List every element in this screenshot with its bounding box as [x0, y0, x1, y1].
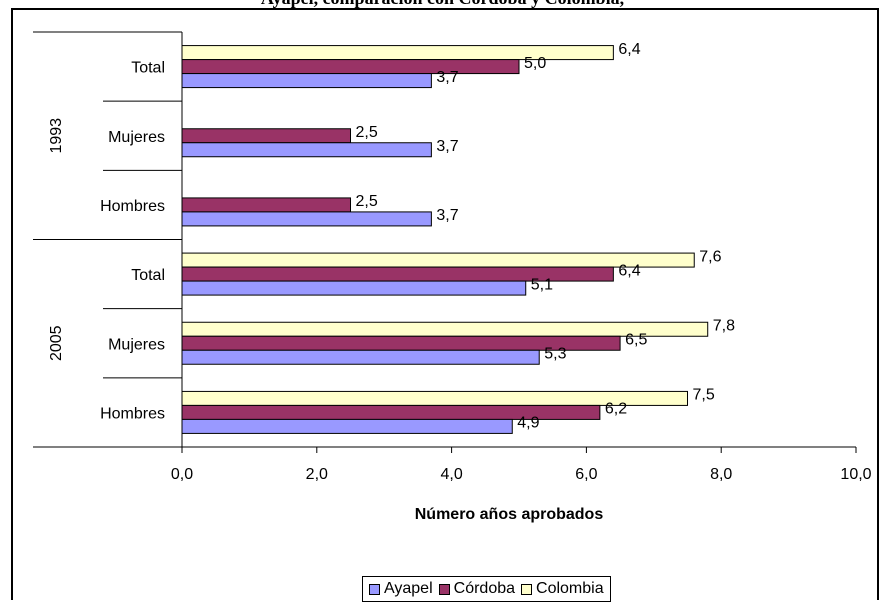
category-label-2005-hombres: Hombres — [100, 405, 165, 422]
data-label-cordoba-2005-mujeres: 6,5 — [625, 331, 647, 348]
data-label-ayapel-2005-hombres: 4,9 — [517, 415, 539, 432]
group-label-1993: 1993 — [48, 118, 65, 154]
legend-item-ayapel: Ayapel — [369, 580, 433, 598]
bar-ayapel-1993-hombres — [181, 211, 432, 227]
legend-label-cordoba: Córdoba — [453, 580, 516, 597]
bar-ayapel-2005-total — [181, 280, 527, 296]
data-label-ayapel-1993-hombres: 3,7 — [436, 207, 458, 224]
bar-ayapel-2005-mujeres — [181, 349, 540, 365]
legend-item-colombia: Colombia — [521, 580, 604, 598]
bar-ayapel-2005-hombres — [181, 418, 513, 434]
data-label-cordoba-1993-hombres: 2,5 — [356, 193, 378, 210]
data-label-ayapel-1993-mujeres: 3,7 — [436, 138, 458, 155]
bar-cordoba-1993-total — [181, 59, 520, 75]
x-axis-title: Número años aprobados — [415, 506, 604, 523]
category-label-1993-hombres: Hombres — [100, 198, 165, 215]
chart-title-text: Ayapel, comparación con Córdoba y Colomb… — [0, 0, 885, 9]
bar-ayapel-1993-mujeres — [181, 142, 432, 158]
bar-colombia-1993-total — [181, 45, 614, 61]
legend-label-ayapel: Ayapel — [384, 580, 433, 597]
data-label-colombia-2005-mujeres: 7,8 — [713, 317, 735, 334]
legend-swatch-cordoba — [438, 583, 450, 595]
bar-cordoba-1993-mujeres — [181, 128, 351, 144]
data-label-cordoba-1993-mujeres: 2,5 — [356, 124, 378, 141]
category-label-1993-total: Total — [131, 60, 165, 77]
legend-swatch-colombia — [521, 583, 533, 595]
data-label-colombia-2005-hombres: 7,5 — [693, 387, 715, 404]
x-tick-label: 8,0 — [710, 466, 732, 483]
bar-chart: 1993 2005 Total Mujeres Hombres Total Mujeres H… — [33, 31, 872, 523]
x-tick-label: 0,0 — [171, 466, 193, 483]
data-label-ayapel-2005-total: 5,1 — [531, 276, 553, 293]
data-label-ayapel-2005-mujeres: 5,3 — [544, 345, 566, 362]
legend-label-colombia: Colombia — [536, 580, 604, 597]
chart-area: 1993 2005 Total Mujeres Hombres Total Mujeres H… — [11, 8, 879, 602]
category-label-2005-mujeres: Mujeres — [108, 336, 165, 353]
category-label-2005-total: Total — [131, 267, 165, 284]
legend-item-cordoba: Córdoba — [438, 580, 516, 598]
legend: Ayapel Córdoba Colombia — [362, 576, 611, 602]
group-label-2005: 2005 — [48, 325, 65, 361]
data-label-cordoba-1993-total: 5,0 — [524, 55, 546, 72]
chart-title: Ayapel, comparación con Córdoba y Colomb… — [0, 0, 885, 14]
data-label-colombia-2005-total: 7,6 — [699, 248, 721, 265]
x-tick-label: 6,0 — [575, 466, 597, 483]
data-label-ayapel-1993-total: 3,7 — [436, 69, 458, 86]
x-tick-label: 4,0 — [440, 466, 462, 483]
data-label-cordoba-2005-hombres: 6,2 — [605, 401, 627, 418]
data-label-colombia-1993-total: 6,4 — [618, 41, 640, 58]
category-label-1993-mujeres: Mujeres — [108, 129, 165, 146]
x-tick-label: 2,0 — [306, 466, 328, 483]
x-tick-label: 10,0 — [840, 466, 871, 483]
bar-cordoba-1993-hombres — [181, 197, 351, 213]
bar-ayapel-1993-total — [181, 73, 432, 89]
data-label-cordoba-2005-total: 6,4 — [618, 262, 640, 279]
legend-swatch-ayapel — [369, 583, 380, 595]
